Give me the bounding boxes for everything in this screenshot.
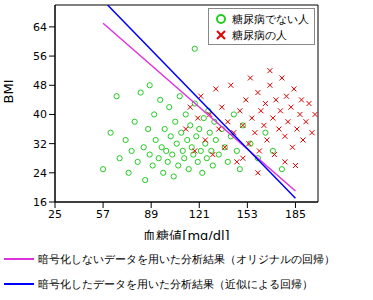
svg-text:25: 25 xyxy=(48,208,62,221)
svg-text:24: 24 xyxy=(33,167,47,180)
svg-text:40: 40 xyxy=(33,108,47,121)
svg-text:16: 16 xyxy=(33,196,47,209)
html-text:暗号化しないデータを用いた分析結果（オリジナルの回帰）: 暗号化しないデータを用いた分析結果（オリジナルの回帰） xyxy=(38,253,335,265)
html-text:糖尿病でない人: 糖尿病でない人 xyxy=(232,12,309,26)
svg-text:血糖値[mg/dl]: 血糖値[mg/dl] xyxy=(143,228,229,240)
svg-text:32: 32 xyxy=(33,138,47,151)
svg-text:89: 89 xyxy=(144,208,158,221)
svg-text:185: 185 xyxy=(285,208,306,221)
svg-text:48: 48 xyxy=(33,79,47,92)
html-text:糖尿病の人: 糖尿病の人 xyxy=(232,28,287,41)
svg-text:153: 153 xyxy=(237,208,258,221)
svg-text:56: 56 xyxy=(33,50,47,63)
svg-text:64: 64 xyxy=(33,21,47,34)
svg-text:BMI: BMI xyxy=(8,80,16,104)
svg-text:57: 57 xyxy=(96,208,110,221)
svg-text:121: 121 xyxy=(189,208,210,221)
html-text:暗号化したデータを用いた分析結果（近似による回帰）: 暗号化したデータを用いた分析結果（近似による回帰） xyxy=(38,278,313,290)
